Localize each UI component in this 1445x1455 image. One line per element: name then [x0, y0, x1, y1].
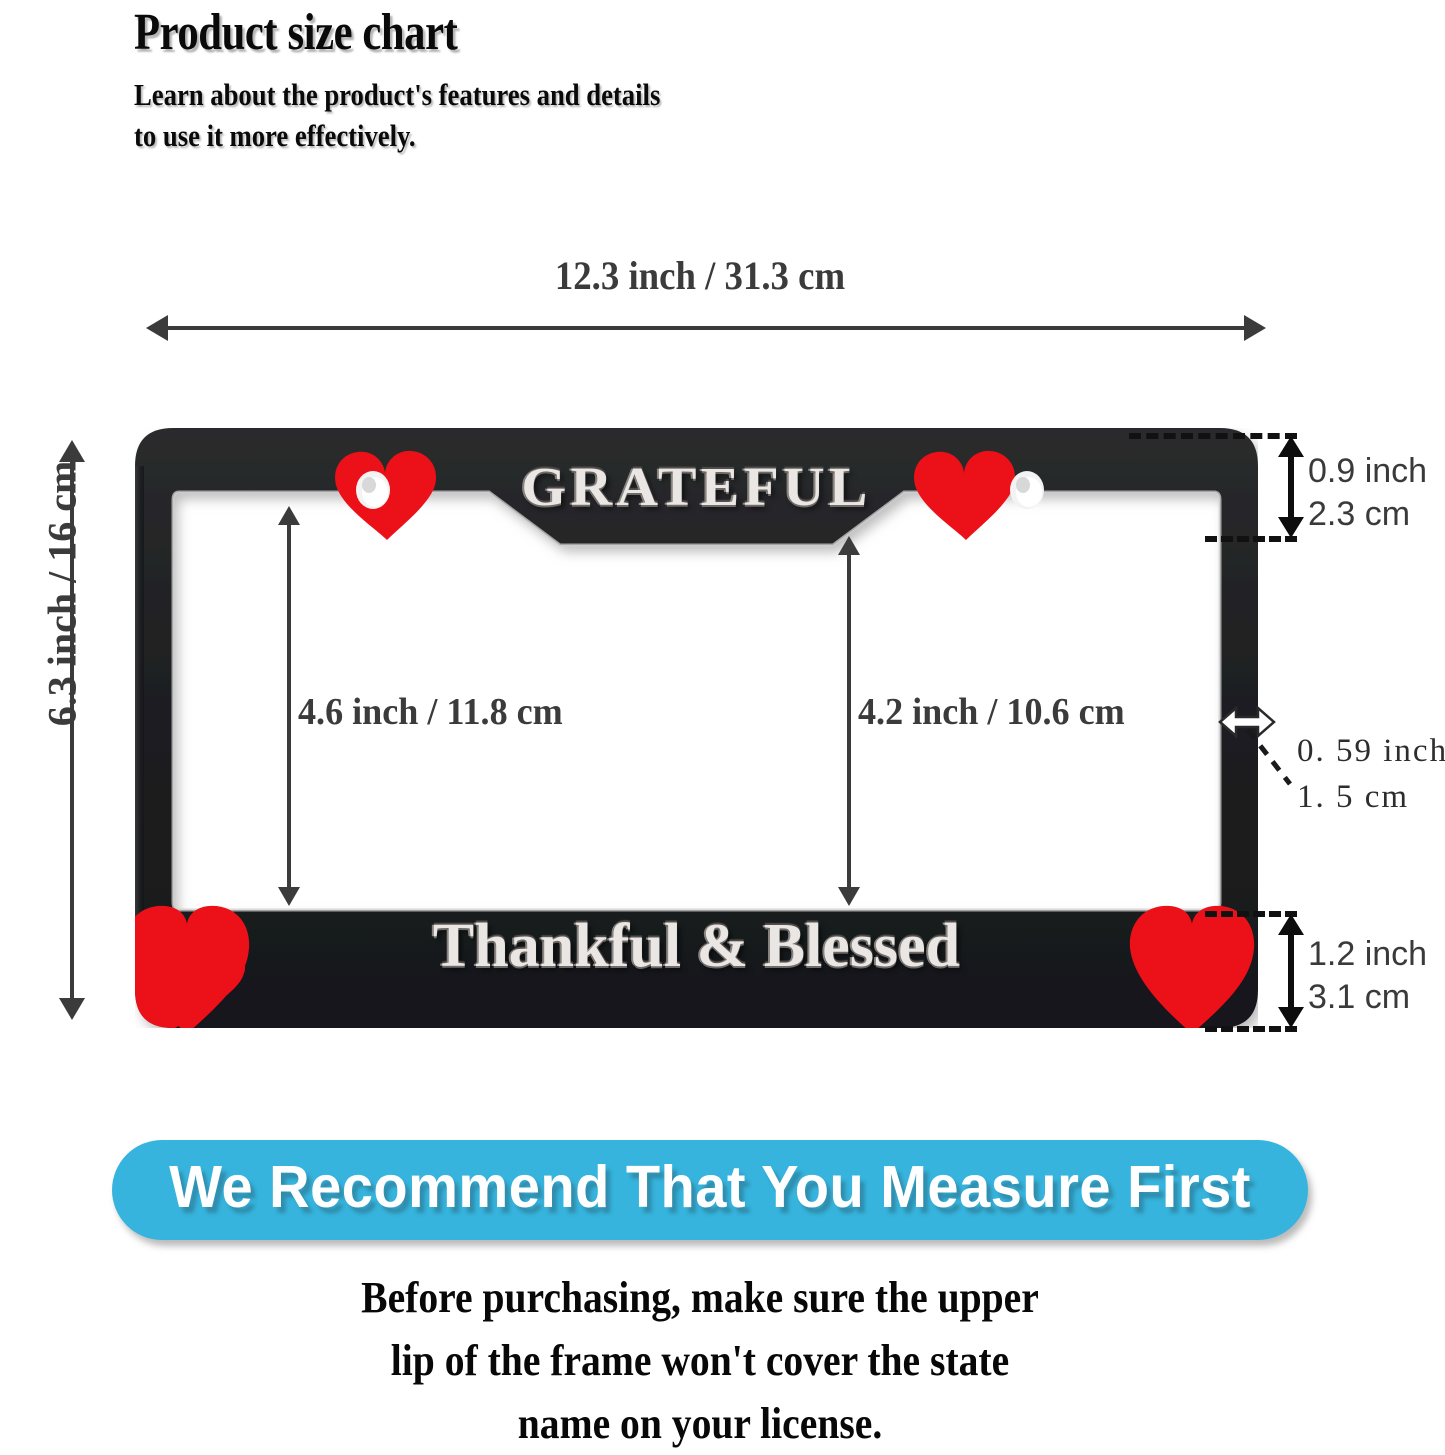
- inner-right-height-label: 4.2 inch / 10.6 cm: [858, 691, 1125, 733]
- top-lip-label: 0.9 inch 2.3 cm: [1308, 450, 1427, 536]
- footer-note-line-1: Before purchasing, make sure the upper: [361, 1273, 1039, 1322]
- footer-note-line-2: lip of the frame won't cover the state: [390, 1336, 1010, 1385]
- bottom-lip-dashed-lower: [1205, 1026, 1297, 1032]
- rail-thickness-inch: 0. 59 inch: [1297, 733, 1445, 769]
- footer-note: Before purchasing, make sure the upper l…: [70, 1266, 1330, 1455]
- page-subtitle-line-1: Learn about the product's features and d…: [134, 77, 661, 112]
- arrow-line: [1288, 448, 1294, 526]
- mounting-hole-left: [356, 471, 390, 509]
- arrow-line: [160, 326, 1252, 330]
- mounting-hole-right: [1010, 471, 1044, 509]
- overall-height-label: 6.3 inch / 16 cm: [39, 460, 85, 727]
- heart-bottom-right: [1129, 905, 1255, 1028]
- license-plate-frame: GRATEFUL Thankful & Blessed: [135, 428, 1258, 1028]
- top-lip-inch: 0.9 inch: [1308, 452, 1428, 490]
- heart-bottom-left: [135, 905, 250, 1028]
- rail-thickness-callout-graphic: [1218, 705, 1292, 786]
- footer-note-line-3: name on your license.: [517, 1399, 883, 1448]
- arrow-head-bottom: [838, 887, 860, 906]
- rail-thickness-cm: 1. 5 cm: [1297, 779, 1410, 815]
- arrow-line: [287, 517, 291, 895]
- page-subtitle-line-2: to use it more effectively.: [134, 118, 416, 153]
- arrow-head-top: [1278, 914, 1304, 935]
- inner-left-height-arrow: [277, 506, 301, 906]
- bottom-lip-inch: 1.2 inch: [1308, 935, 1428, 973]
- bottom-lip-arrow: [1278, 914, 1304, 1028]
- arrow-head-bottom: [59, 998, 85, 1020]
- arrow-head-bottom: [1278, 517, 1304, 538]
- top-lip-arrow: [1278, 436, 1304, 538]
- rail-thickness-label: 0. 59 inch 1. 5 cm: [1297, 728, 1445, 820]
- bottom-lip-cm: 3.1 cm: [1308, 978, 1411, 1016]
- bottom-lip-dashed-upper: [1205, 911, 1297, 917]
- leader-line: [1246, 728, 1292, 786]
- arrow-line: [847, 547, 851, 895]
- measure-first-banner: We Recommend That You Measure First: [112, 1140, 1308, 1240]
- top-lip-dashed-lower: [1205, 536, 1297, 542]
- double-arrow-horizontal-icon: [1218, 705, 1276, 739]
- arrow-head-bottom: [1278, 1007, 1304, 1028]
- arrow-line: [1288, 926, 1294, 1016]
- bottom-lip-label: 1.2 inch 3.1 cm: [1308, 933, 1427, 1019]
- arrow-head-top: [278, 506, 300, 525]
- arrow-head-right: [1244, 315, 1266, 341]
- inner-left-height-label: 4.6 inch / 11.8 cm: [298, 691, 563, 733]
- arrow-head-top: [838, 536, 860, 555]
- page-subtitle: Learn about the product's features and d…: [134, 74, 994, 156]
- arrow-line: [70, 454, 74, 1006]
- overall-width-label: 12.3 inch / 31.3 cm: [554, 253, 846, 298]
- top-lip-cm: 2.3 cm: [1308, 495, 1411, 533]
- arrow-head-top: [1278, 436, 1304, 457]
- plate-graphic: [135, 428, 1258, 1028]
- arrow-head-bottom: [278, 887, 300, 906]
- top-lip-dashed-upper: [1129, 433, 1297, 439]
- measure-first-banner-text: We Recommend That You Measure First: [169, 1154, 1251, 1220]
- overall-width-arrow: [146, 312, 1266, 342]
- arrow-head-top: [59, 440, 85, 462]
- page-title: Product size chart: [134, 4, 458, 61]
- arrow-head-left: [146, 315, 168, 341]
- header-block: Product size chart Learn about the produ…: [134, 4, 1134, 156]
- plate-bottom-text: Thankful & Blessed: [432, 912, 961, 980]
- overall-height-arrow: [57, 440, 87, 1020]
- plate-top-text: GRATEFUL: [521, 456, 872, 517]
- inner-right-height-arrow: [837, 536, 861, 906]
- heart-top-right: [914, 450, 1015, 540]
